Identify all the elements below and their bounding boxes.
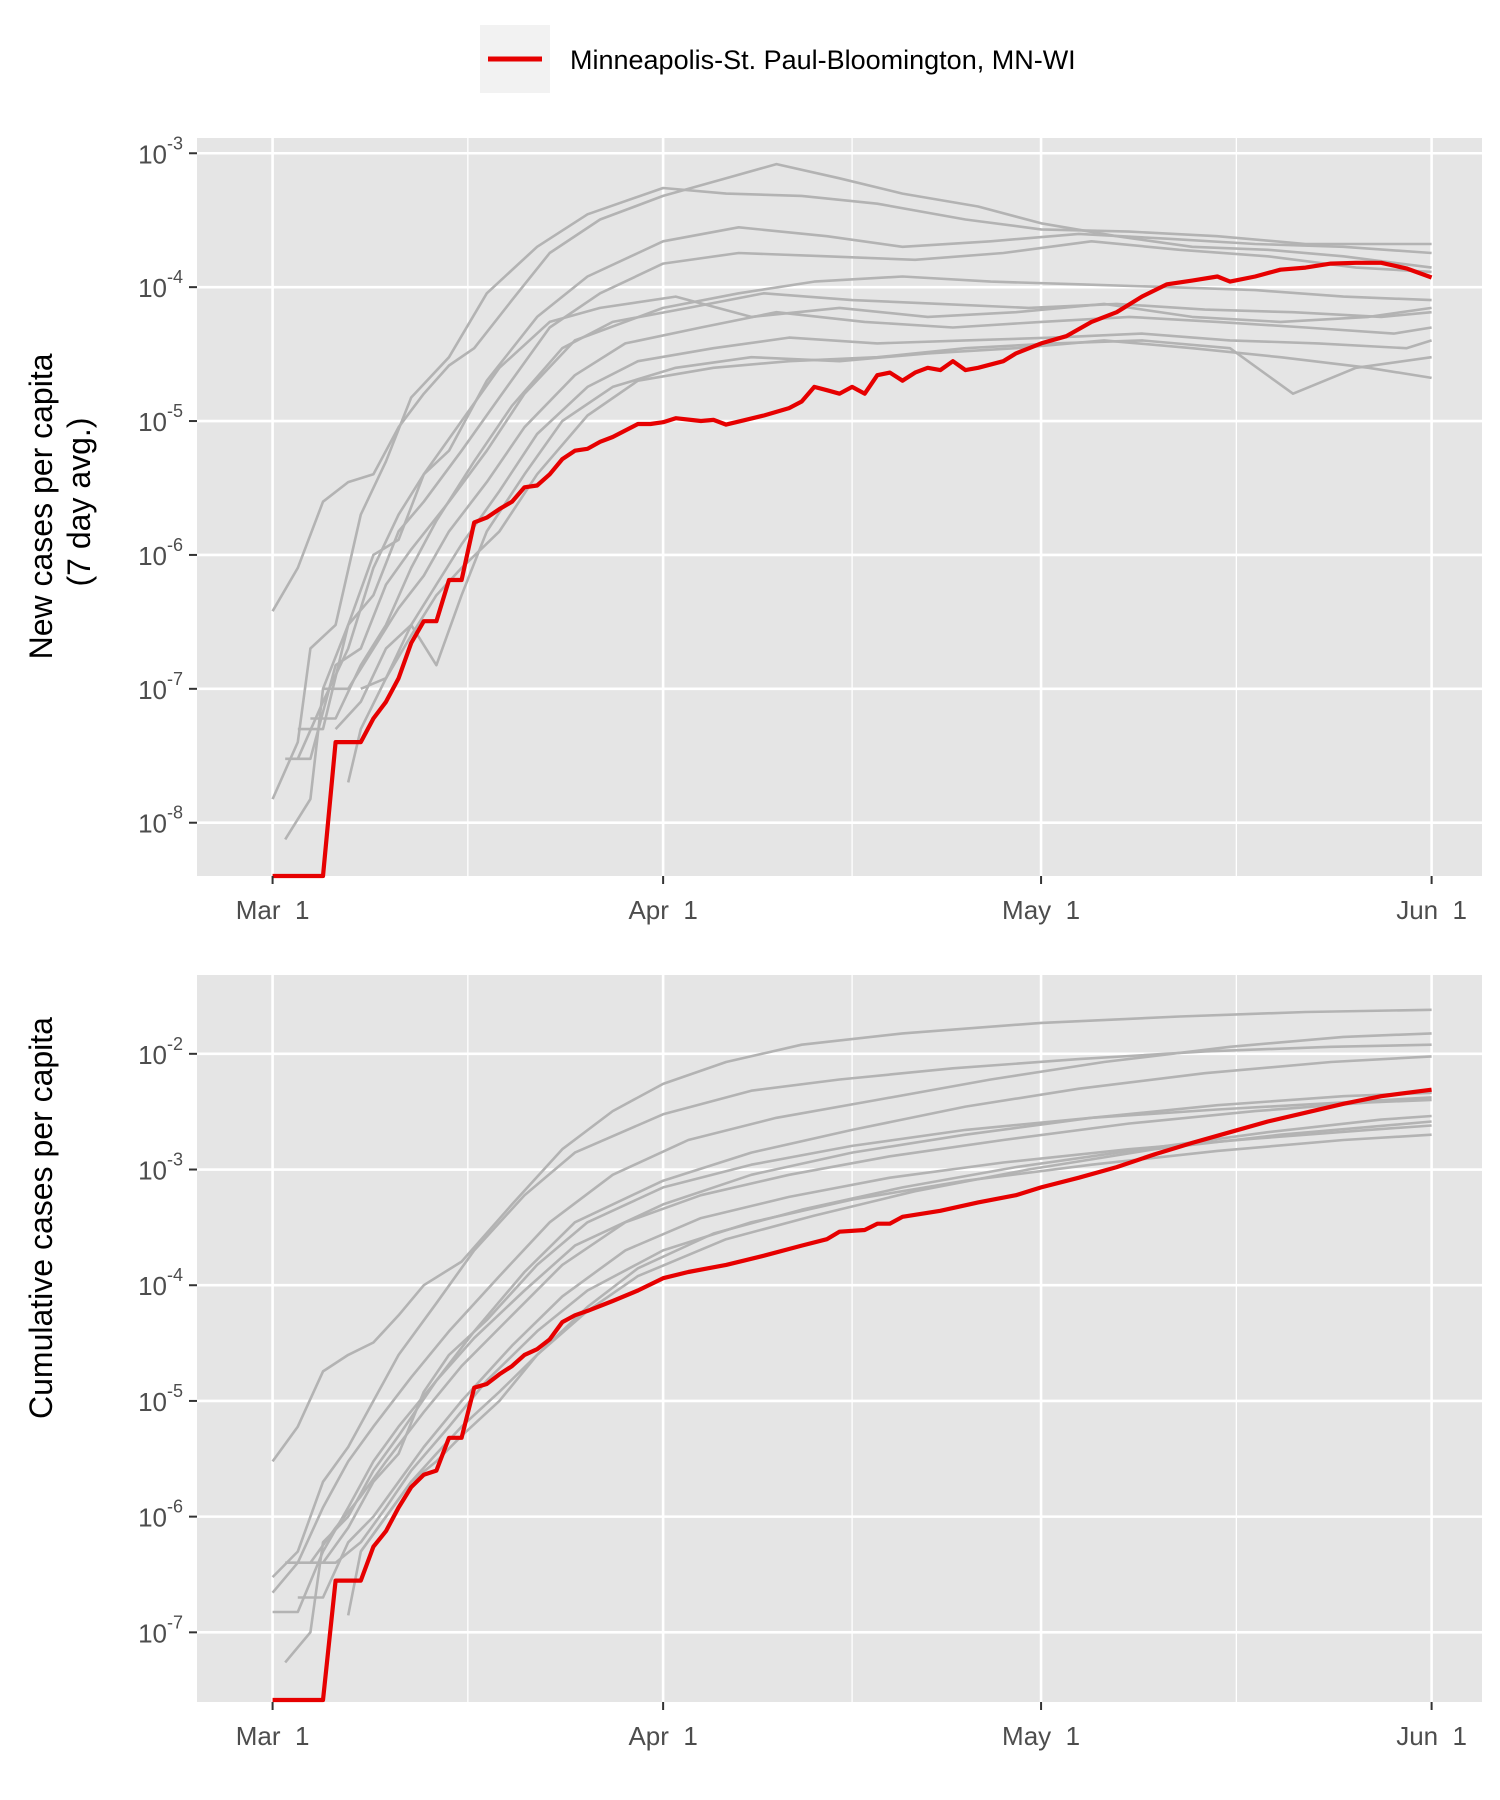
legend-label: Minneapolis-St. Paul-Bloomington, MN-WI (570, 45, 1076, 75)
y-tick-label: 10-5 (138, 1381, 183, 1417)
y-tick-label: 10-6 (138, 535, 183, 571)
panel-new-cases: Mar 1 Apr 1 May 1 Jun 110-810-710-610-510-4… (23, 133, 1482, 925)
series-line-5 (285, 275, 1432, 761)
y-tick-base: 10 (138, 1503, 167, 1533)
series-line-3 (271, 1032, 1432, 1594)
panel-background (197, 975, 1482, 1702)
y-tick-base: 10 (138, 1387, 167, 1417)
y-tick-base: 10 (138, 139, 167, 169)
x-tick-label: Jun 1 (1396, 1721, 1467, 1751)
y-tick-exponent: -7 (167, 669, 183, 689)
y-tick-label: 10-8 (138, 803, 183, 839)
y-axis-title: Cumulative cases per capita (23, 1017, 59, 1419)
series-line-6 (310, 292, 1432, 720)
y-tick-exponent: -6 (167, 1497, 183, 1517)
y-tick-label: 10-4 (138, 267, 183, 303)
y-tick-exponent: -3 (167, 133, 183, 153)
y-tick-exponent: -8 (167, 803, 183, 823)
y-tick-base: 10 (138, 1271, 167, 1301)
series-line-11 (296, 295, 1432, 760)
y-tick-exponent: -5 (167, 1381, 183, 1401)
x-tick-label: Mar 1 (236, 1721, 310, 1751)
y-tick-exponent: -5 (167, 401, 183, 421)
y-tick-label: 10-7 (138, 1612, 183, 1648)
y-tick-label: 10-7 (138, 669, 183, 705)
x-tick-label: May 1 (1002, 1721, 1080, 1751)
y-axis-title-line-2: (7 day avg.) (61, 418, 97, 587)
y-tick-base: 10 (138, 1040, 167, 1070)
series-line-2 (271, 186, 1432, 800)
y-tick-exponent: -2 (167, 1034, 183, 1054)
y-tick-exponent: -6 (167, 535, 183, 555)
y-tick-base: 10 (138, 675, 167, 705)
y-axis-title-line-1: Cumulative cases per capita (23, 1017, 59, 1419)
y-tick-base: 10 (138, 407, 167, 437)
y-tick-base: 10 (138, 1618, 167, 1648)
axes: Mar 1 Apr 1 May 1 Jun 110-710-610-510-410-3… (138, 1034, 1467, 1751)
highlight-line (272, 260, 1433, 879)
axes: Mar 1 Apr 1 May 1 Jun 110-810-710-610-510-4… (138, 133, 1467, 925)
y-axis-title: New cases per capita (7 day avg.) (23, 345, 97, 660)
x-tick-label: May 1 (1002, 895, 1080, 925)
x-tick-label: Jun 1 (1396, 895, 1467, 925)
series-line-1 (271, 1008, 1432, 1463)
series-line-7 (323, 310, 1432, 691)
y-tick-base: 10 (138, 1156, 167, 1186)
series-line-6 (285, 1098, 1432, 1564)
series-line-1 (271, 162, 1432, 612)
y-tick-label: 10-5 (138, 401, 183, 437)
panel-cumulative-cases: Mar 1 Apr 1 May 1 Jun 110-710-610-510-410-3… (23, 975, 1482, 1751)
series-line-8 (334, 332, 1432, 730)
y-tick-exponent: -4 (167, 267, 183, 287)
panel-background (197, 138, 1482, 876)
y-tick-exponent: -7 (167, 1612, 183, 1632)
y-tick-exponent: -3 (167, 1150, 183, 1170)
y-tick-label: 10-6 (138, 1497, 183, 1533)
legend: Minneapolis-St. Paul-Bloomington, MN-WI (480, 25, 1076, 93)
series-line-4 (284, 1055, 1432, 1664)
y-tick-base: 10 (138, 809, 167, 839)
series-line-9 (346, 339, 1432, 783)
series-line-4 (297, 240, 1432, 731)
series-line-10 (360, 339, 1432, 690)
y-tick-label: 10-3 (138, 133, 183, 169)
x-tick-label: Apr 1 (628, 1721, 697, 1751)
series-line-11 (321, 1096, 1432, 1564)
y-axis-title-line-1: New cases per capita (23, 353, 59, 659)
y-tick-label: 10-3 (138, 1150, 183, 1186)
y-tick-exponent: -4 (167, 1265, 183, 1285)
series-line-3 (284, 226, 1432, 841)
highlight-series (272, 260, 1433, 879)
y-tick-base: 10 (138, 541, 167, 571)
x-tick-label: Apr 1 (628, 895, 697, 925)
y-tick-label: 10-4 (138, 1265, 183, 1301)
x-tick-label: Mar 1 (236, 895, 310, 925)
grid-lines (197, 975, 1482, 1702)
y-tick-base: 10 (138, 273, 167, 303)
y-tick-label: 10-2 (138, 1034, 183, 1070)
series-line-2 (271, 1043, 1432, 1579)
series-lines (271, 162, 1432, 841)
highlight-series (272, 1087, 1432, 1703)
grid-lines (197, 138, 1482, 876)
highlight-line (272, 1087, 1432, 1703)
